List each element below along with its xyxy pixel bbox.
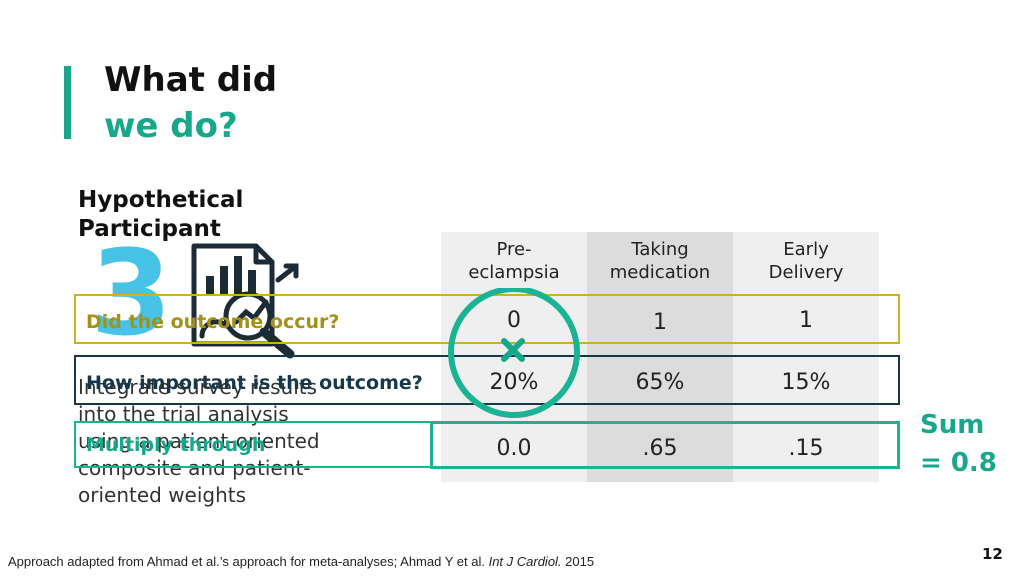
title-accent-bar (64, 66, 71, 139)
row-outline-multiply-left (74, 421, 432, 468)
cell-occur-early-delivery: 1 (799, 308, 813, 333)
cell-importance-taking-medication: 65% (635, 370, 685, 395)
column-bg-taking-medication (587, 232, 733, 482)
cell-multiply-early-delivery: .15 (788, 436, 824, 461)
column-header-early-delivery: Early Delivery (768, 239, 844, 283)
row-outline-multiply-values (430, 421, 900, 469)
cell-importance-pre-eclampsia: 20% (489, 370, 539, 395)
column-header-pre-eclampsia: Pre- eclampsia (468, 239, 560, 283)
row-outline-importance (74, 355, 900, 405)
sum-line2: = 0.8 (920, 448, 997, 478)
row-label-multiply: Multiply through (86, 434, 266, 456)
report-magnifier-icon (186, 236, 306, 360)
cell-multiply-pre-eclampsia: 0.0 (496, 436, 532, 461)
step-number: 3 (90, 224, 173, 362)
sum-line1: Sum (920, 410, 985, 440)
page-title-line1: What did (104, 60, 278, 100)
highlight-circle-icon (448, 288, 580, 418)
cell-importance-early-delivery: 15% (781, 370, 831, 395)
footnote-text: Approach adapted from Ahmad et al.’s app… (8, 554, 489, 569)
x-mark-icon (501, 338, 525, 362)
cell-occur-pre-eclampsia: 0 (507, 308, 521, 333)
footnote-journal: Int J Cardiol. (488, 554, 562, 569)
row-label-occur: Did the outcome occur? (86, 311, 340, 333)
page-title-line2: we do? (104, 106, 238, 146)
footnote: Approach adapted from Ahmad et al.’s app… (8, 554, 594, 569)
hypothetical-participant-label: Hypothetical Participant (78, 187, 244, 242)
cell-occur-taking-medication: 1 (653, 310, 667, 335)
column-bg-early-delivery (733, 232, 879, 482)
column-header-taking-medication: Taking medication (609, 239, 711, 283)
page-number: 12 (982, 545, 1003, 563)
sum-result: Sum = 0.8 (920, 406, 997, 482)
footnote-year: 2015 (561, 554, 595, 569)
row-label-importance: How important is the outcome? (86, 372, 423, 394)
column-bg-pre-eclampsia (441, 232, 587, 482)
cell-multiply-taking-medication: .65 (642, 436, 678, 461)
